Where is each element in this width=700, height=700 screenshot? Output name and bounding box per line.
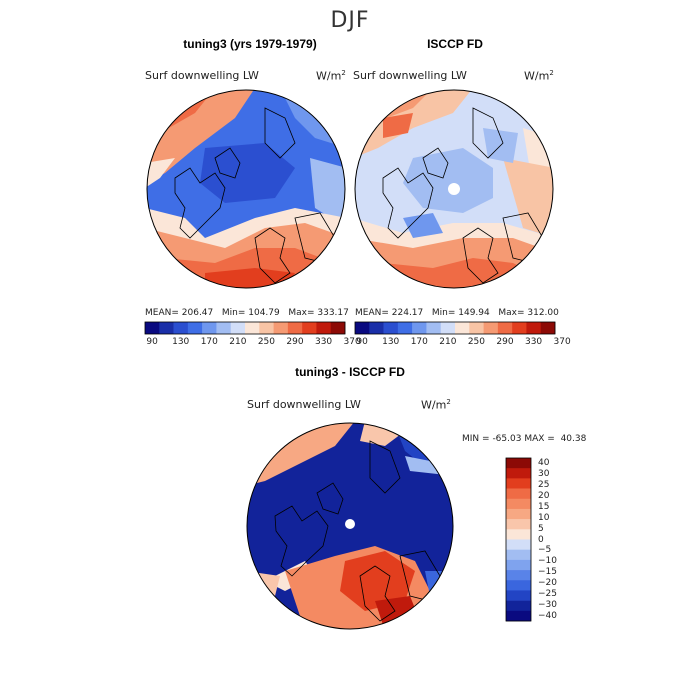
colorbar-tick-label: −40 [538, 610, 557, 621]
colorbar-swatch [483, 322, 499, 334]
model-panel-title: tuning3 (yrs 1979-1979) [183, 37, 317, 51]
diff-panel-title: tuning3 - ISCCP FD [295, 365, 405, 379]
model-field-label: Surf downwelling LW [145, 69, 259, 82]
colorbar-tick-label: 40 [538, 458, 550, 469]
diff-field-label: Surf downwelling LW [247, 398, 361, 411]
colorbar-swatch [145, 322, 160, 334]
colorbar-tick-label: −10 [538, 556, 557, 567]
colorbar-swatch [506, 549, 531, 561]
colorbar-swatch [506, 559, 531, 571]
colorbar-swatch [202, 322, 217, 334]
colorbar-tick-label: 370 [553, 337, 571, 347]
colorbar-swatch [230, 322, 246, 334]
colorbar-swatch [506, 508, 531, 520]
model-units: W/m2 [316, 69, 346, 83]
colorbar-swatch [506, 529, 531, 540]
model-stats: MEAN= 206.47 Min= 104.79 Max= 333.17 [145, 308, 349, 318]
colorbar-tick-label: −30 [538, 599, 557, 610]
colorbar-swatch [526, 322, 542, 334]
colorbar-tick-label: 15 [538, 501, 550, 512]
colorbar-swatch [187, 322, 203, 334]
colorbar-swatch [506, 539, 531, 550]
colorbar-tick-label: −5 [538, 545, 552, 556]
colorbar-tick-label: 290 [286, 337, 304, 347]
obs-field-label: Surf downwelling LW [353, 69, 467, 82]
obs-stats: MEAN= 224.17 Min= 149.94 Max= 312.00 [355, 308, 559, 318]
colorbar-swatch [383, 322, 399, 334]
model-polar-map [146, 89, 346, 289]
diff-polar-map [246, 422, 454, 630]
colorbar-swatch [245, 322, 260, 334]
colorbar-tick-label: 20 [538, 490, 550, 501]
colorbar-tick-label: 210 [229, 337, 247, 347]
colorbar-swatch [369, 322, 384, 334]
colorbar-swatch [455, 322, 470, 334]
diff-stats: MIN = -65.03 MAX = 40.38 [462, 434, 587, 444]
colorbar-tick-label: 90 [356, 337, 368, 347]
colorbar-swatch [540, 322, 556, 334]
colorbar-swatch [469, 322, 484, 334]
colorbar-swatch [506, 488, 531, 500]
obs-colorbar [354, 321, 556, 335]
colorbar-swatch [506, 570, 531, 581]
colorbar-swatch [330, 322, 346, 334]
colorbar-swatch [497, 322, 513, 334]
colorbar-swatch [506, 580, 531, 591]
obs-polar-map [354, 89, 554, 289]
diff-units: W/m2 [421, 398, 451, 412]
colorbar-swatch [412, 322, 427, 334]
colorbar-tick-label: 30 [538, 469, 550, 479]
colorbar-tick-label: 90 [146, 337, 158, 347]
obs-units: W/m2 [524, 69, 554, 83]
colorbar-swatch [440, 322, 456, 334]
colorbar-swatch [316, 322, 332, 334]
colorbar-swatch [426, 322, 442, 334]
diff-colorbar [505, 457, 532, 622]
colorbar-tick-label: 130 [382, 337, 400, 347]
colorbar-swatch [302, 322, 317, 334]
colorbar-tick-label: −20 [538, 578, 557, 589]
colorbar-tick-label: 330 [524, 337, 543, 347]
model-colorbar-ticks: 90 130 170 210 250 290 330 370 [145, 337, 360, 349]
colorbar-swatch [397, 322, 413, 334]
colorbar-tick-label: 0 [538, 534, 544, 545]
colorbar-tick-label: 130 [172, 337, 190, 347]
colorbar-swatch [159, 322, 174, 334]
colorbar-swatch [259, 322, 274, 334]
colorbar-tick-label: 250 [257, 337, 276, 347]
colorbar-swatch [287, 322, 303, 334]
colorbar-swatch [506, 468, 531, 479]
colorbar-swatch [506, 590, 531, 601]
colorbar-tick-label: 250 [467, 337, 486, 347]
colorbar-swatch [506, 600, 531, 612]
obs-colorbar-ticks: 90 130 170 210 250 290 330 370 [355, 337, 570, 349]
colorbar-swatch [355, 322, 370, 334]
colorbar-swatch [216, 322, 232, 334]
colorbar-swatch [506, 478, 531, 489]
colorbar-swatch [512, 322, 527, 334]
colorbar-tick-label: −15 [538, 567, 557, 578]
colorbar-swatch [173, 322, 189, 334]
colorbar-tick-label: 5 [538, 523, 544, 534]
colorbar-tick-label: −25 [538, 589, 557, 600]
model-colorbar [144, 321, 346, 335]
colorbar-tick-label: 210 [439, 337, 457, 347]
diff-colorbar-ticks: 40 30 25 20 15 10 5 0 −5 −10 −15 −20 −25 −30 −40 [506, 458, 576, 621]
colorbar-tick-label: 290 [496, 337, 514, 347]
colorbar-tick-label: 330 [314, 337, 333, 347]
colorbar-tick-label: 370 [343, 337, 361, 347]
colorbar-tick-label: 25 [538, 479, 550, 490]
colorbar-swatch [273, 322, 289, 334]
colorbar-swatch [506, 458, 531, 469]
obs-panel-title: ISCCP FD [427, 37, 483, 51]
figure-title: DJF [330, 8, 370, 33]
colorbar-swatch [506, 519, 531, 530]
colorbar-swatch [506, 610, 531, 622]
colorbar-swatch [506, 498, 531, 510]
colorbar-tick-label: 170 [410, 337, 428, 347]
colorbar-tick-label: 170 [200, 337, 218, 347]
colorbar-tick-label: 10 [538, 512, 550, 523]
